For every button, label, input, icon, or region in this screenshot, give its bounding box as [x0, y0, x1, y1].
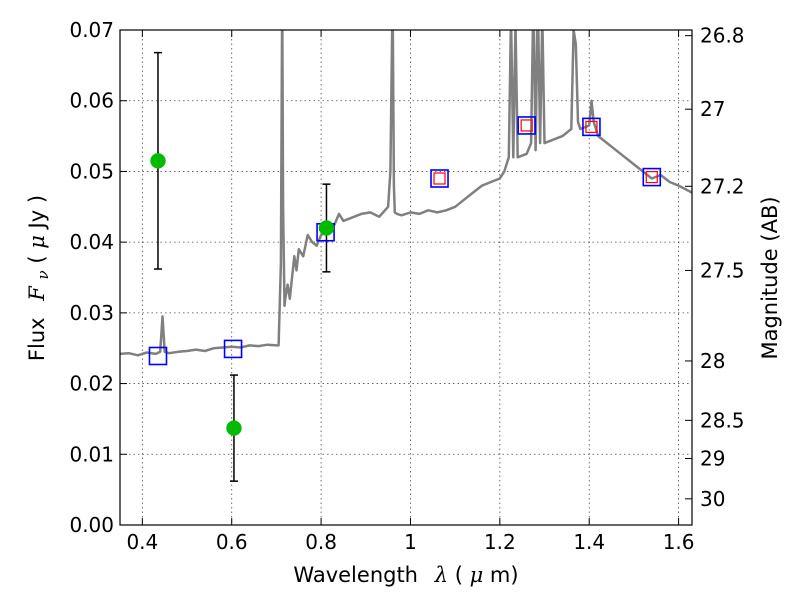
x-tick-label: 1.4 — [573, 530, 605, 554]
y-tick-label: 0.04 — [69, 230, 114, 254]
model-point-blue — [148, 346, 168, 366]
observed-point — [318, 220, 335, 236]
y-axis-label-text: Flux — [25, 317, 49, 361]
y-tick-label: 0.06 — [69, 89, 114, 113]
x-axis-label-unit-open: ( — [455, 563, 463, 587]
model-point-blue — [642, 167, 662, 187]
errorbar-layer — [153, 51, 331, 482]
x-tick-label: 0.4 — [126, 530, 158, 554]
grid-lines — [120, 29, 692, 526]
magnitude-tick-label: 28.5 — [700, 408, 745, 432]
x-tick-label: 1 — [404, 530, 417, 554]
y-axis-ticks: 0.00 0.01 0.02 0.03 0.04 0.05 0.06 0.07 — [69, 18, 127, 537]
magnitude-tick-label: 30 — [700, 487, 725, 511]
model-point-red — [645, 170, 658, 184]
plot-frame — [119, 29, 693, 526]
y-tick-label: 0.00 — [69, 513, 114, 537]
model-point-red — [433, 172, 446, 185]
model-point-blue — [582, 117, 601, 137]
magnitude-tick-label: 28 — [700, 349, 725, 373]
y-tick-label: 0.03 — [69, 301, 114, 325]
magnitude-axis-label: Magnitude (AB) — [758, 196, 782, 359]
x-axis-label-unit-close: m) — [490, 563, 519, 587]
spectrum-line — [120, 30, 692, 357]
y-tick-label: 0.02 — [69, 372, 114, 396]
magnitude-tick-label: 27.2 — [700, 174, 745, 198]
x-axis-label-symbol: λ — [434, 563, 448, 587]
y-axis-label-unit-mu: μ — [25, 235, 49, 249]
y-tick-label: 0.05 — [69, 159, 114, 183]
x-tick-label: 0.6 — [216, 530, 248, 554]
y-tick-label: 0.01 — [69, 442, 114, 466]
y-tick-label: 0.07 — [69, 18, 114, 42]
x-tick-label: 1.2 — [484, 530, 516, 554]
y-axis-label: Flux F ν ( μ Jy ) — [25, 195, 53, 361]
observed-point — [226, 420, 242, 436]
magnitude-tick-label: 27.5 — [700, 258, 745, 282]
magnitude-tick-label: 29 — [700, 447, 725, 471]
magnitude-tick-label: 26.8 — [700, 24, 745, 48]
model-point-blue — [223, 339, 243, 359]
model-point-blue — [430, 169, 449, 188]
x-axis-label: Wavelength λ ( μ m) — [293, 563, 518, 587]
x-axis-ticks: 0.4 0.6 0.8 1 1.2 1.4 1.6 — [126, 30, 695, 554]
magnitude-tick-label: 27 — [700, 97, 725, 121]
y-axis-label-unit-close: Jy ) — [25, 195, 49, 231]
y-axis-label-symbol: F — [25, 285, 49, 302]
spectrum-layer — [120, 30, 692, 357]
magnitude-axis-ticks: 26.8 27 27.2 27.5 28 28.5 29 30 — [685, 24, 745, 511]
x-axis-label-unit-mu: μ — [470, 563, 484, 587]
marker-layer — [148, 116, 662, 436]
y-axis-label-subscript: ν — [34, 270, 52, 279]
x-axis-label-text: Wavelength — [293, 563, 418, 587]
observed-point — [150, 153, 166, 169]
model-point-red — [520, 119, 533, 132]
x-tick-label: 1.6 — [663, 530, 695, 554]
x-tick-label: 0.8 — [305, 530, 337, 554]
y-axis-label-unit-open: ( — [25, 249, 49, 264]
model-point-blue — [517, 116, 536, 135]
model-point-red — [585, 120, 598, 133]
